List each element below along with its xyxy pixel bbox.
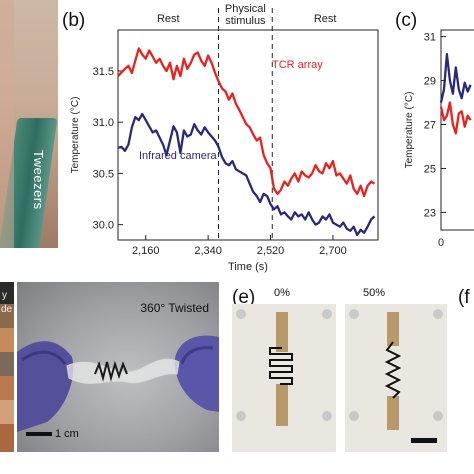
panel-label-f: (f [458, 287, 470, 308]
series-line-c-1 [439, 101, 472, 135]
photo-strain-0 [232, 304, 336, 452]
y-axis-label-c: Temperature (°C) [404, 92, 415, 169]
serpentine-50 [384, 341, 402, 399]
scale-bar-e [411, 438, 437, 443]
series-line-b-1 [117, 112, 376, 237]
strain-label-0: 0% [274, 287, 290, 299]
x-tick-label-b: 2,700 [319, 245, 347, 257]
left-glove [17, 341, 74, 432]
y-axis-label-b: Temperature (°C) [70, 97, 81, 174]
panel-label-b: (b) [62, 10, 86, 31]
phase-label-b: Rest [157, 13, 180, 25]
x-tick-label-b: 2,520 [257, 245, 285, 257]
twisted-label: 360° Twisted [140, 301, 209, 315]
x-tick-label-b: 2,340 [194, 245, 222, 257]
y-tick-label-b: 31.0 [93, 117, 114, 129]
y-tick-label-b: 31.5 [93, 66, 114, 78]
phase-label-b: Rest [314, 13, 337, 25]
y-tick-label-c: 23 [424, 207, 436, 219]
series-label-infrared: Infrared camera [139, 150, 218, 162]
serpentine-sensor [94, 360, 128, 382]
phase-label-b: Physical [225, 3, 266, 15]
finger-blur [0, 0, 14, 248]
serpentine-0 [269, 347, 293, 385]
plot-frame-b [117, 29, 379, 241]
phase-label-b: stimulus [225, 15, 266, 27]
panel-label-c: (c) [395, 10, 418, 31]
panel-d-left-text-1: y [2, 290, 7, 301]
series-label-tcr: TCR array [272, 59, 323, 71]
panel-label-e: (e) [232, 287, 256, 308]
series-line-c-0 [439, 53, 472, 103]
x-tick-label-c: 0 [438, 237, 444, 249]
scale-bar [26, 432, 52, 436]
x-axis-label-b: Time (s) [228, 261, 268, 273]
strain-label-50: 50% [363, 287, 386, 299]
plot-frame-c [440, 29, 474, 231]
scale-bar-label: 1 cm [55, 428, 79, 440]
y-tick-label-c: 31 [424, 32, 436, 44]
y-tick-label-b: 30.5 [93, 168, 114, 180]
series-line-b-0 [117, 47, 376, 198]
photo-panel-a: Tweezers [0, 0, 58, 248]
y-tick-label-b: 30.0 [93, 220, 114, 232]
photo-panel-d-left [0, 282, 14, 452]
x-tick-label-b: 2,160 [132, 245, 160, 257]
photo-panel-d: 360° Twisted 1 cm [17, 282, 219, 452]
y-tick-label-c: 25 [424, 163, 436, 175]
y-tick-label-c: 29 [424, 76, 436, 88]
panel-d-left-text-2: de [1, 304, 13, 315]
y-tick-label-c: 27 [424, 120, 436, 132]
photo-strain-50 [345, 304, 447, 452]
